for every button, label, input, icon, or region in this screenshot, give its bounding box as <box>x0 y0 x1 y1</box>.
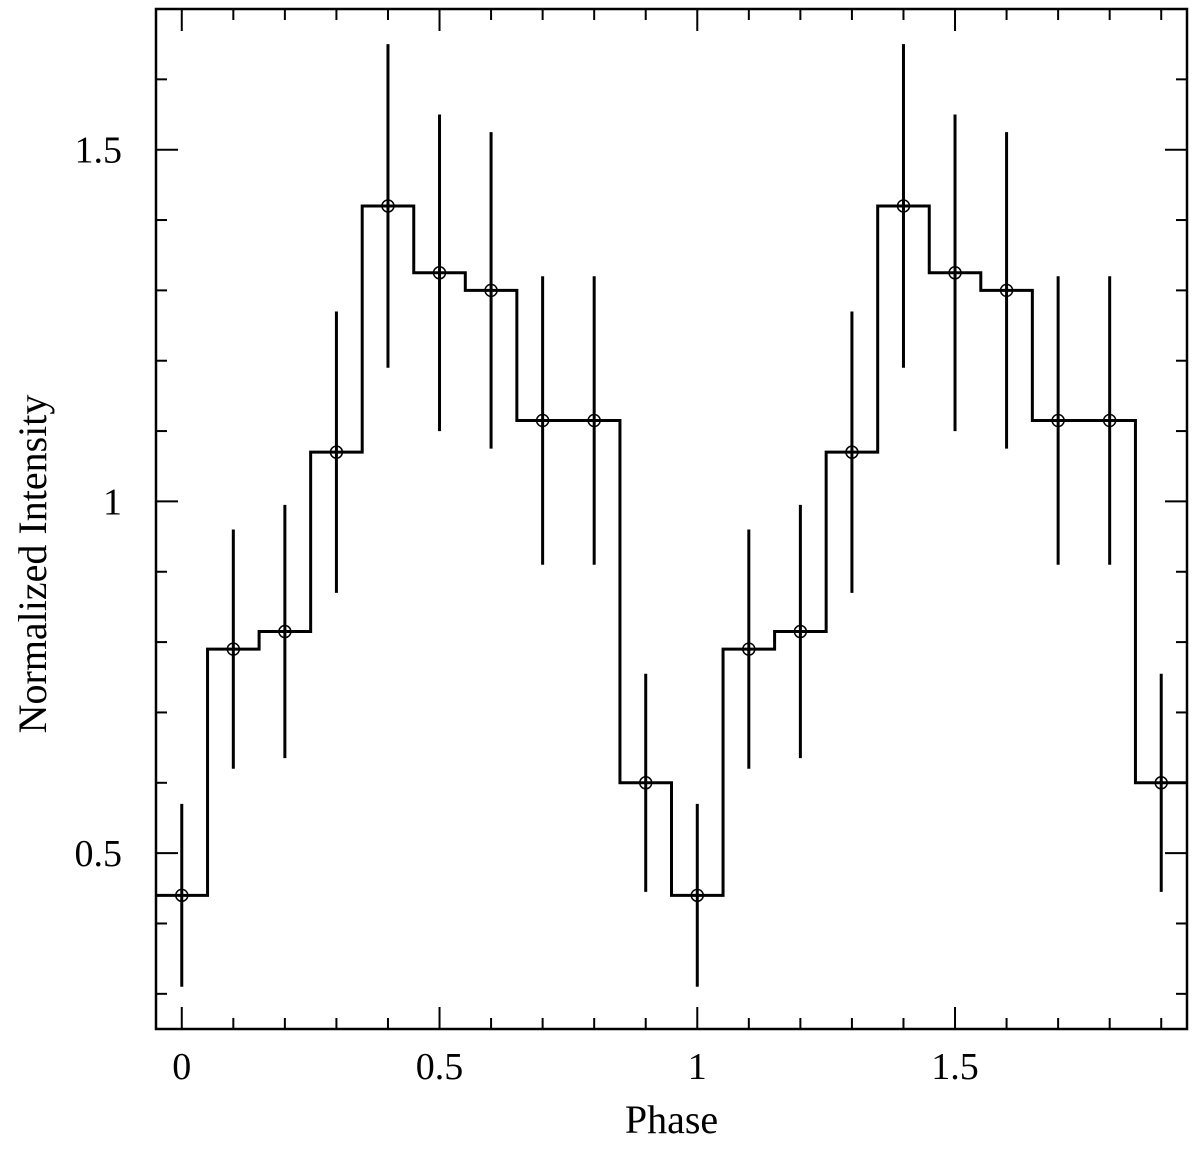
data-point-marker-0-19 <box>1154 776 1168 790</box>
tick-labels-layer: 0 0.5 1 1.5 0.5 1 1.5 <box>75 130 979 1088</box>
x-tick-label-2: 1 <box>688 1046 707 1088</box>
x-tick-label-0: 0 <box>172 1046 191 1088</box>
data-point-marker-0-17 <box>1051 413 1065 428</box>
data-point-marker-0-12 <box>793 624 808 639</box>
data-point-marker-0-14 <box>896 199 911 213</box>
data-point-marker-0-1 <box>226 642 241 656</box>
series-layer <box>156 44 1187 987</box>
x-axis-title: Phase <box>625 1097 718 1142</box>
data-point-marker-0-3 <box>329 445 344 459</box>
data-point-marker-0-9 <box>638 776 653 790</box>
data-point-marker-0-7 <box>535 413 550 428</box>
data-point-marker-0-2 <box>278 624 292 639</box>
data-point-marker-0-13 <box>845 445 859 459</box>
plot-frame <box>154 7 1189 1031</box>
data-point-marker-0-8 <box>587 413 601 428</box>
data-point-marker-0-16 <box>999 283 1014 298</box>
data-point-marker-0-6 <box>484 283 498 298</box>
y-tick-label-2: 1.5 <box>75 130 123 172</box>
ticks-layer <box>156 8 1187 1029</box>
data-point-marker-0-4 <box>381 199 395 213</box>
y-tick-label-0: 0.5 <box>75 833 123 875</box>
x-tick-label-3: 1.5 <box>931 1046 979 1088</box>
data-point-marker-0-15 <box>948 266 962 280</box>
data-point-marker-0-18 <box>1102 413 1117 428</box>
data-point-marker-0-0 <box>175 888 189 903</box>
y-tick-label-1: 1 <box>103 481 122 523</box>
y-axis-title: Normalized Intensity <box>10 395 55 734</box>
data-point-marker-0-10 <box>690 888 705 903</box>
data-point-marker-0-5 <box>432 266 447 280</box>
data-point-marker-0-11 <box>742 642 756 656</box>
x-tick-label-1: 0.5 <box>416 1046 464 1088</box>
series-0-step-line <box>156 204 1187 897</box>
